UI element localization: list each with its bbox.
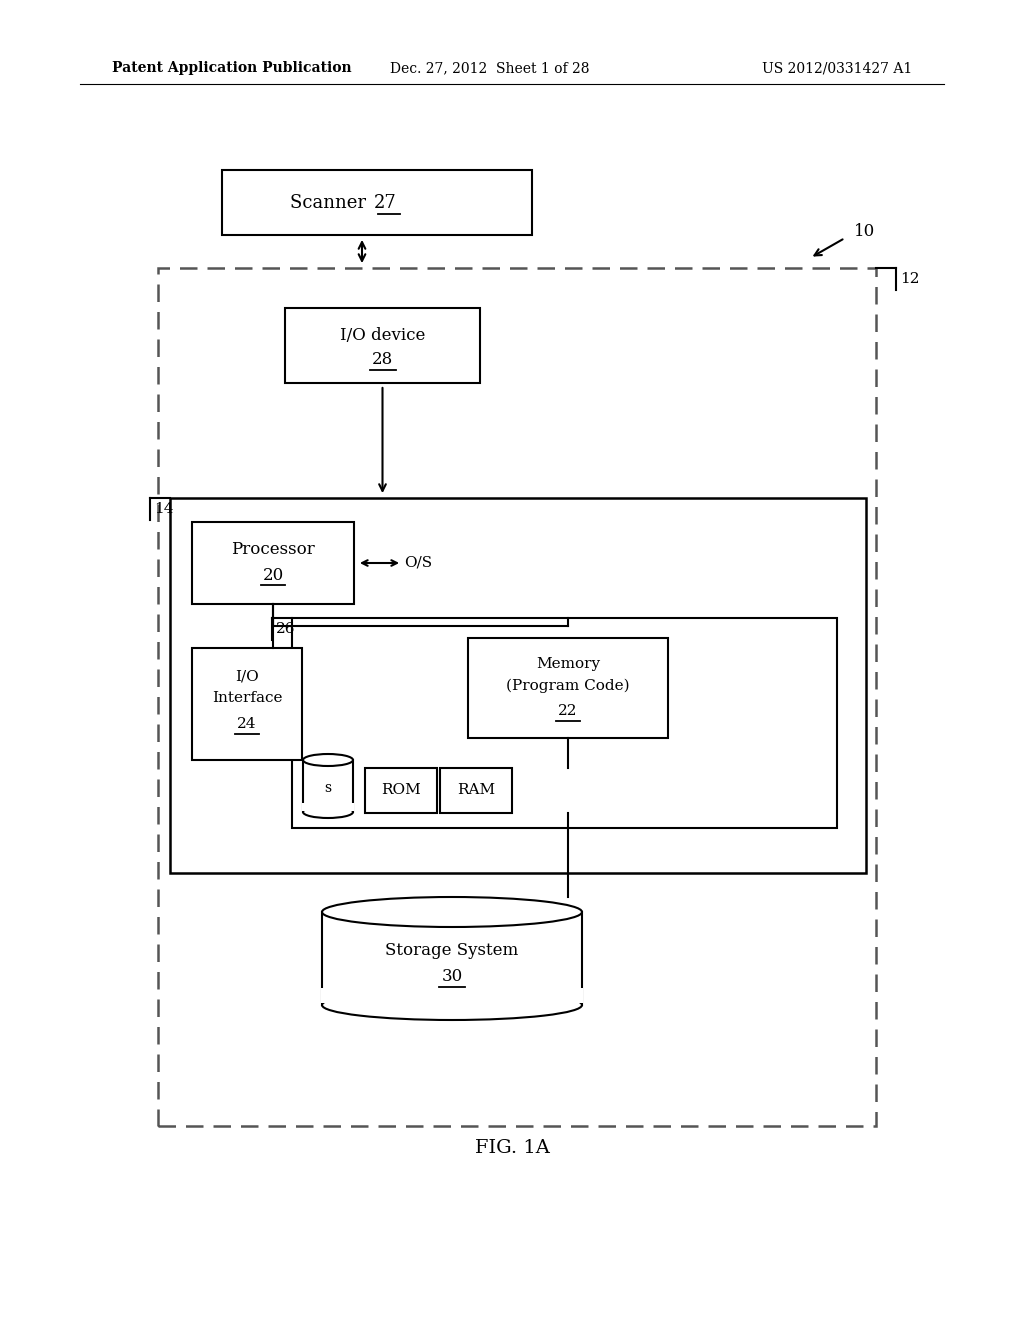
- Text: US 2012/0331427 A1: US 2012/0331427 A1: [762, 61, 912, 75]
- Text: Dec. 27, 2012  Sheet 1 of 28: Dec. 27, 2012 Sheet 1 of 28: [390, 61, 590, 75]
- Text: I/O: I/O: [236, 669, 259, 682]
- Text: s: s: [325, 781, 332, 795]
- Text: Patent Application Publication: Patent Application Publication: [112, 61, 351, 75]
- Text: I/O device: I/O device: [340, 326, 425, 343]
- Text: 12: 12: [900, 272, 920, 286]
- Text: Memory: Memory: [536, 657, 600, 671]
- Bar: [303, 760, 353, 812]
- Bar: [365, 768, 437, 813]
- Text: 27: 27: [374, 194, 396, 211]
- Bar: [222, 170, 532, 235]
- Text: ROM: ROM: [381, 784, 421, 797]
- Text: 10: 10: [854, 223, 876, 240]
- Text: 24: 24: [238, 717, 257, 731]
- Text: Scanner: Scanner: [290, 194, 372, 211]
- Ellipse shape: [303, 754, 353, 766]
- Bar: [193, 521, 354, 605]
- Text: FIG. 1A: FIG. 1A: [474, 1139, 550, 1158]
- Text: 26: 26: [276, 622, 296, 636]
- Text: Processor: Processor: [231, 540, 314, 557]
- Text: 20: 20: [262, 566, 284, 583]
- Bar: [321, 987, 583, 1003]
- Text: 14: 14: [154, 502, 173, 516]
- Text: 28: 28: [372, 351, 393, 368]
- Text: Storage System: Storage System: [385, 942, 518, 960]
- Ellipse shape: [322, 990, 582, 1020]
- Text: RAM: RAM: [457, 784, 495, 797]
- Bar: [193, 648, 302, 760]
- Bar: [285, 308, 480, 383]
- Text: 22: 22: [558, 704, 578, 718]
- Bar: [322, 912, 582, 1005]
- Text: 30: 30: [441, 968, 463, 985]
- Bar: [292, 618, 837, 828]
- Text: (Program Code): (Program Code): [506, 678, 630, 693]
- Ellipse shape: [303, 807, 353, 818]
- Ellipse shape: [322, 898, 582, 927]
- Text: Interface: Interface: [212, 690, 283, 705]
- Bar: [440, 768, 512, 813]
- Bar: [158, 268, 876, 1126]
- Bar: [170, 498, 866, 873]
- Text: O/S: O/S: [404, 556, 432, 570]
- Bar: [302, 803, 354, 810]
- Bar: [468, 638, 668, 738]
